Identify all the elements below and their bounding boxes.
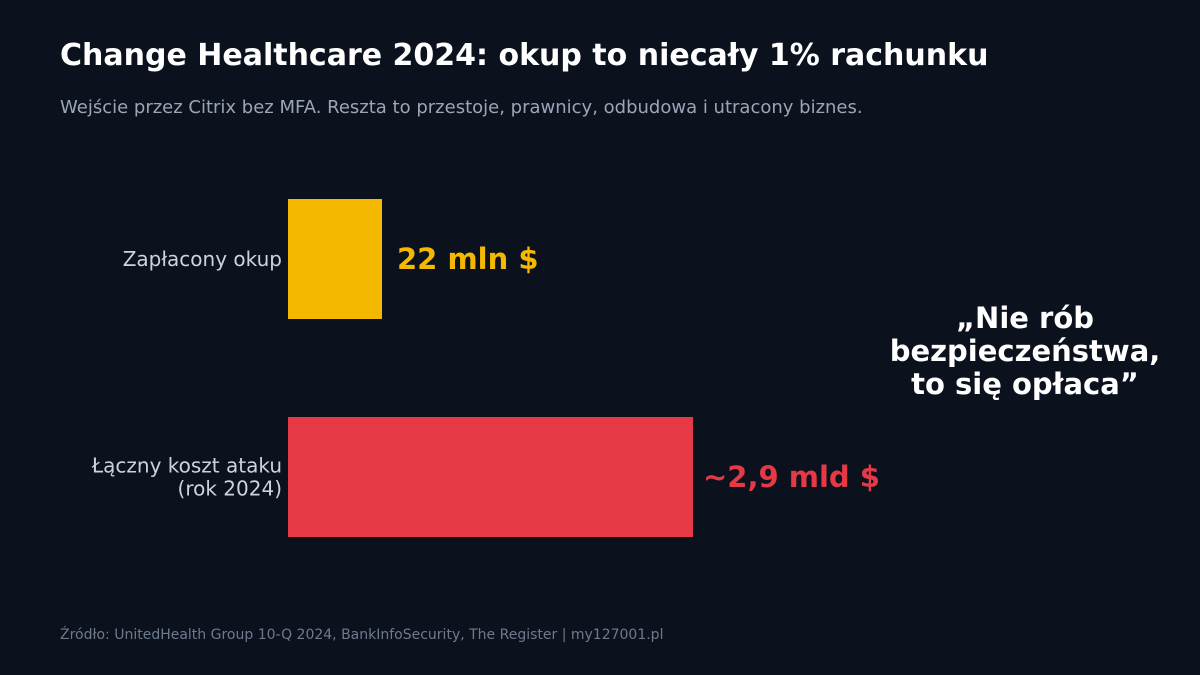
chart-subtitle: Wejście przez Citrix bez MFA. Reszta to … [60,97,863,118]
category-label-1-1: (rok 2024) [178,477,282,501]
bar-0 [288,199,382,319]
source-note: Źródło: UnitedHealth Group 10-Q 2024, Ba… [60,627,664,643]
value-label-1: ~2,9 mld $ [703,460,880,494]
value-label-0: 22 mln $ [397,242,539,276]
chart-title: Change Healthcare 2024: okup to niecały … [60,38,989,73]
bar-1 [288,417,693,537]
quote-callout: „Nie rób bezpieczeństwa, to się opłaca” [889,301,1161,401]
category-label-1-0: Łączny koszt ataku [91,454,282,478]
category-label-0-0: Zapłacony okup [123,247,282,271]
